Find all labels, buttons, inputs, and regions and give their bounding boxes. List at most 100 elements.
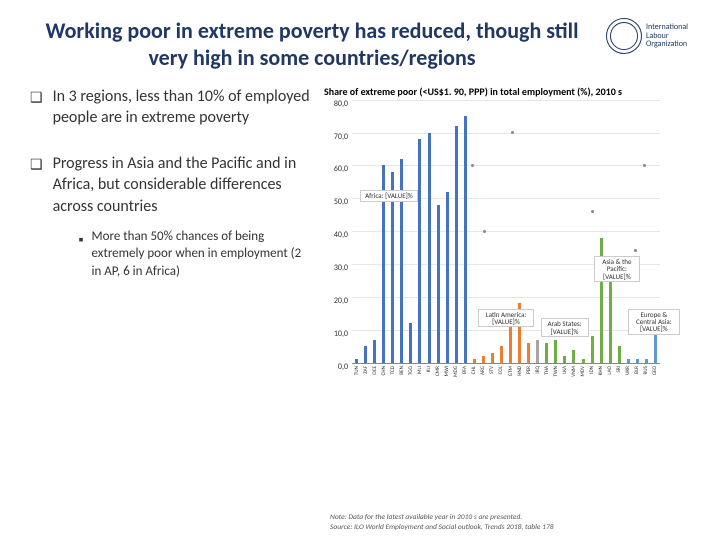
chart-bar	[455, 126, 458, 363]
y-tick-label: 40,0	[324, 230, 348, 240]
header: Working poor in extreme poverty has redu…	[30, 18, 690, 72]
chart-bar	[645, 359, 648, 362]
chart-gridline	[352, 297, 660, 298]
y-tick-label: 10,0	[324, 329, 348, 339]
ilo-logo: International Labour Organization	[606, 18, 690, 54]
x-tick-label: GEO	[652, 366, 658, 375]
chart-bar	[545, 343, 548, 363]
chart-gridline	[352, 100, 660, 101]
sub-bullet-item: ▪ More than 50% chances of being extreme…	[79, 228, 310, 281]
chart-gridline	[352, 330, 660, 331]
chart-marker-dot	[643, 164, 646, 167]
chart-bar	[572, 350, 575, 363]
x-tick-label: GTM	[508, 366, 514, 376]
chart-bar	[418, 139, 421, 363]
x-tick-label: PER	[526, 366, 532, 374]
chart-annotation: Asia & thePacific:[VALUE]%	[594, 256, 640, 282]
chart-bar	[364, 346, 367, 362]
chart-bar	[482, 356, 485, 363]
chart-bar	[464, 116, 467, 363]
x-tick-label: LAO	[607, 366, 613, 375]
bullet-text: Progress in Asia and the Pacific and in …	[53, 154, 297, 216]
y-tick-label: 50,0	[324, 197, 348, 207]
x-tick-label: LKA	[562, 366, 568, 374]
x-tick-label: RUS	[643, 366, 649, 375]
x-tick-label: BLR	[634, 366, 640, 374]
x-tick-label: VNM	[571, 366, 577, 377]
left-column: ❑ In 3 regions, less than 10% of employe…	[30, 86, 310, 410]
chart-bar	[609, 271, 612, 363]
chart-marker-dot	[634, 249, 637, 252]
chart-gridline	[352, 165, 660, 166]
x-tick-label: STV	[489, 366, 495, 374]
x-tick-label: ZAF	[363, 366, 369, 374]
x-tick-label: COL	[498, 366, 504, 374]
x-tick-label: THA	[544, 366, 550, 375]
y-tick-label: 70,0	[324, 132, 348, 142]
chart-bar	[473, 359, 476, 362]
chart-annotation: Africa: [VALUE]%	[360, 190, 418, 201]
page-title: Working poor in extreme poverty has redu…	[30, 18, 594, 72]
bullet-mark-icon: ❑	[30, 89, 43, 129]
chart-bar	[536, 340, 539, 363]
x-tick-label: SRI	[616, 366, 622, 373]
ilo-logo-seal-icon	[606, 18, 642, 54]
x-tick-label: OCE	[372, 366, 378, 375]
x-tick-label: TWN	[553, 366, 559, 377]
chart-bar	[554, 340, 557, 363]
chart-bar	[582, 359, 585, 362]
x-tick-label: KHN	[598, 366, 604, 375]
chart-bar	[437, 205, 440, 363]
slide: Working poor in extreme poverty has redu…	[0, 0, 720, 540]
bullet-item: ❑ Progress in Asia and the Pacific and i…	[30, 153, 310, 280]
x-tick-label: BEN	[399, 366, 405, 375]
chart-annotation: Arab States:[VALUE]%	[541, 318, 589, 337]
chart-bar	[500, 346, 503, 362]
y-tick-label: 60,0	[324, 164, 348, 174]
bullet-mark-icon: ❑	[30, 156, 43, 280]
chart-marker-dot	[511, 131, 514, 134]
x-tick-label: MLI	[417, 366, 423, 374]
bar-chart: 0,010,020,030,040,050,060,070,080,0TUNZA…	[324, 100, 664, 410]
y-tick-label: 30,0	[324, 263, 348, 273]
logo-line: Organization	[646, 40, 688, 49]
chart-bar	[409, 323, 412, 362]
x-tick-label: MDV	[580, 366, 586, 377]
footnote-line: Note: Data for the latest available year…	[330, 513, 690, 522]
chart-marker-dot	[471, 164, 474, 167]
chart-annotation: Europe &Central Asia:[VALUE]%	[628, 309, 680, 335]
x-tick-label: CHL	[471, 366, 477, 374]
sub-bullet-mark-icon: ▪	[79, 231, 84, 281]
x-tick-label: BFA	[462, 366, 468, 374]
x-tick-label: CHN	[381, 366, 387, 375]
chart-plot-area: 0,010,020,030,040,050,060,070,080,0TUNZA…	[352, 100, 660, 364]
x-tick-label: UKR	[625, 366, 631, 375]
content: ❑ In 3 regions, less than 10% of employe…	[30, 86, 690, 410]
chart-bar	[355, 359, 358, 362]
ilo-logo-text: International Labour Organization	[646, 23, 688, 49]
chart-bar	[373, 340, 376, 363]
y-tick-label: 80,0	[324, 99, 348, 109]
chart-gridline	[352, 231, 660, 232]
y-tick-label: 20,0	[324, 296, 348, 306]
chart-bar	[627, 359, 630, 362]
chart-bar	[654, 333, 657, 363]
chart-title: Share of extreme poor (<US$1. 90, PPP) i…	[324, 86, 690, 98]
y-tick-label: 0,0	[324, 362, 348, 372]
chart-bar	[428, 133, 431, 363]
chart-gridline	[352, 133, 660, 134]
x-tick-label: HND	[517, 366, 523, 376]
right-column: Share of extreme poor (<US$1. 90, PPP) i…	[324, 86, 690, 410]
x-tick-label: TCD	[390, 366, 396, 374]
chart-bar	[491, 353, 494, 363]
chart-bar	[563, 356, 566, 363]
bullet-body: Progress in Asia and the Pacific and in …	[53, 153, 310, 280]
x-tick-label: TGO	[408, 366, 414, 375]
x-tick-label: MWI	[444, 366, 450, 376]
x-tick-label: MDG	[453, 366, 459, 377]
sub-bullet-text: More than 50% chances of being extremely…	[92, 228, 310, 281]
chart-bar	[446, 192, 449, 363]
chart-bar	[591, 336, 594, 362]
chart-bar	[636, 359, 639, 362]
x-tick-label: IRQ	[535, 366, 541, 374]
